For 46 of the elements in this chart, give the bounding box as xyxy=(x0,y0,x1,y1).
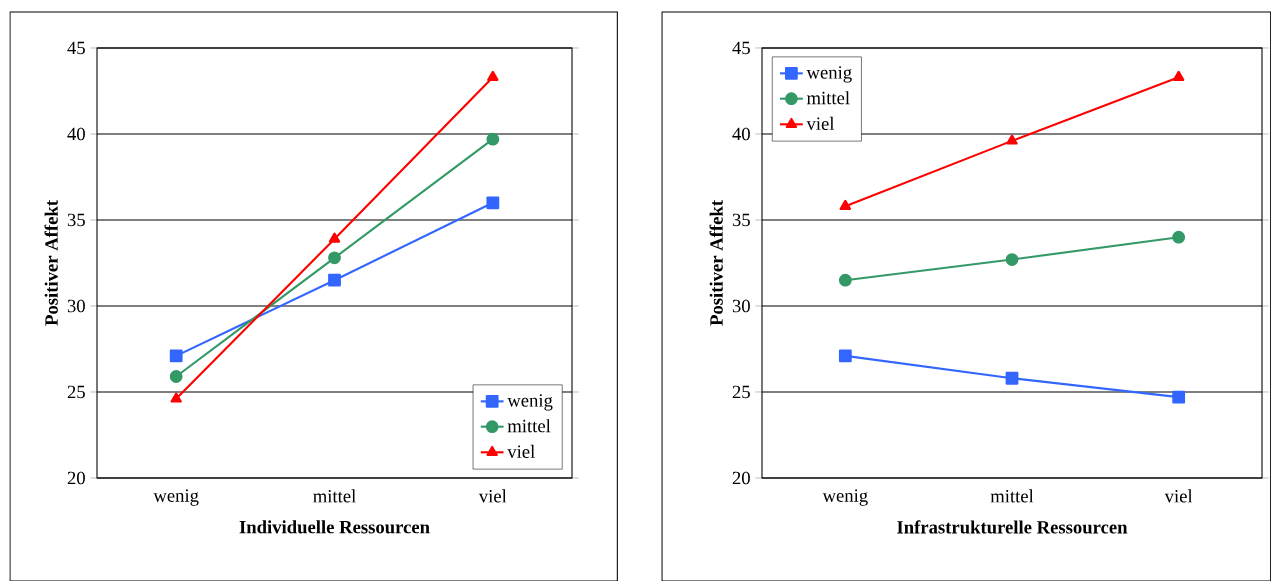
legend-label: wenig xyxy=(806,66,852,83)
legend-label: viel xyxy=(806,116,835,130)
point xyxy=(169,349,183,363)
y-tick-label: 30 xyxy=(67,299,85,313)
y-tick-label: 35 xyxy=(67,213,85,227)
point xyxy=(838,349,852,363)
legend-label: mittel xyxy=(806,91,850,105)
y-tick-label: 25 xyxy=(732,385,750,399)
x-tick-label: mittel xyxy=(990,489,1034,503)
y-axis-title: Positiver Affekt xyxy=(709,200,723,326)
point xyxy=(1005,253,1019,266)
point xyxy=(328,251,341,265)
point xyxy=(486,196,500,210)
point xyxy=(486,132,500,146)
point xyxy=(487,70,499,81)
y-tick-label: 20 xyxy=(67,471,85,485)
x-tick-label: wenig xyxy=(153,489,199,506)
x-tick-label: viel xyxy=(478,489,507,503)
y-tick-label: 30 xyxy=(732,299,750,313)
x-axis-title: Infrastrukturelle Ressourcen xyxy=(897,520,1128,534)
y-tick-label: 35 xyxy=(732,213,750,227)
legend-label: viel xyxy=(507,444,535,458)
legend-label: mittel xyxy=(507,419,551,433)
x-tick-label: wenig xyxy=(822,489,868,506)
point xyxy=(328,273,341,287)
point xyxy=(839,199,852,210)
point xyxy=(1172,70,1185,81)
y-tick-label: 25 xyxy=(67,385,85,399)
x-tick-label: viel xyxy=(1164,489,1193,503)
point xyxy=(1005,371,1019,385)
y-tick-label: 40 xyxy=(732,127,750,141)
y-tick-label: 45 xyxy=(67,41,85,55)
point xyxy=(328,232,341,243)
y-axis-title: Positiver Affekt xyxy=(44,200,58,326)
x-axis-title: Individuelle Ressourcen xyxy=(239,520,430,534)
point xyxy=(169,370,183,383)
point xyxy=(838,273,852,287)
point xyxy=(170,392,182,403)
point xyxy=(1172,230,1186,244)
y-tick-label: 45 xyxy=(732,41,750,55)
x-tick-label: mittel xyxy=(313,489,356,503)
y-tick-label: 40 xyxy=(67,127,85,141)
point xyxy=(1172,390,1186,404)
point xyxy=(1006,134,1018,145)
y-tick-label: 20 xyxy=(732,471,750,485)
legend-label: wenig xyxy=(507,394,553,411)
